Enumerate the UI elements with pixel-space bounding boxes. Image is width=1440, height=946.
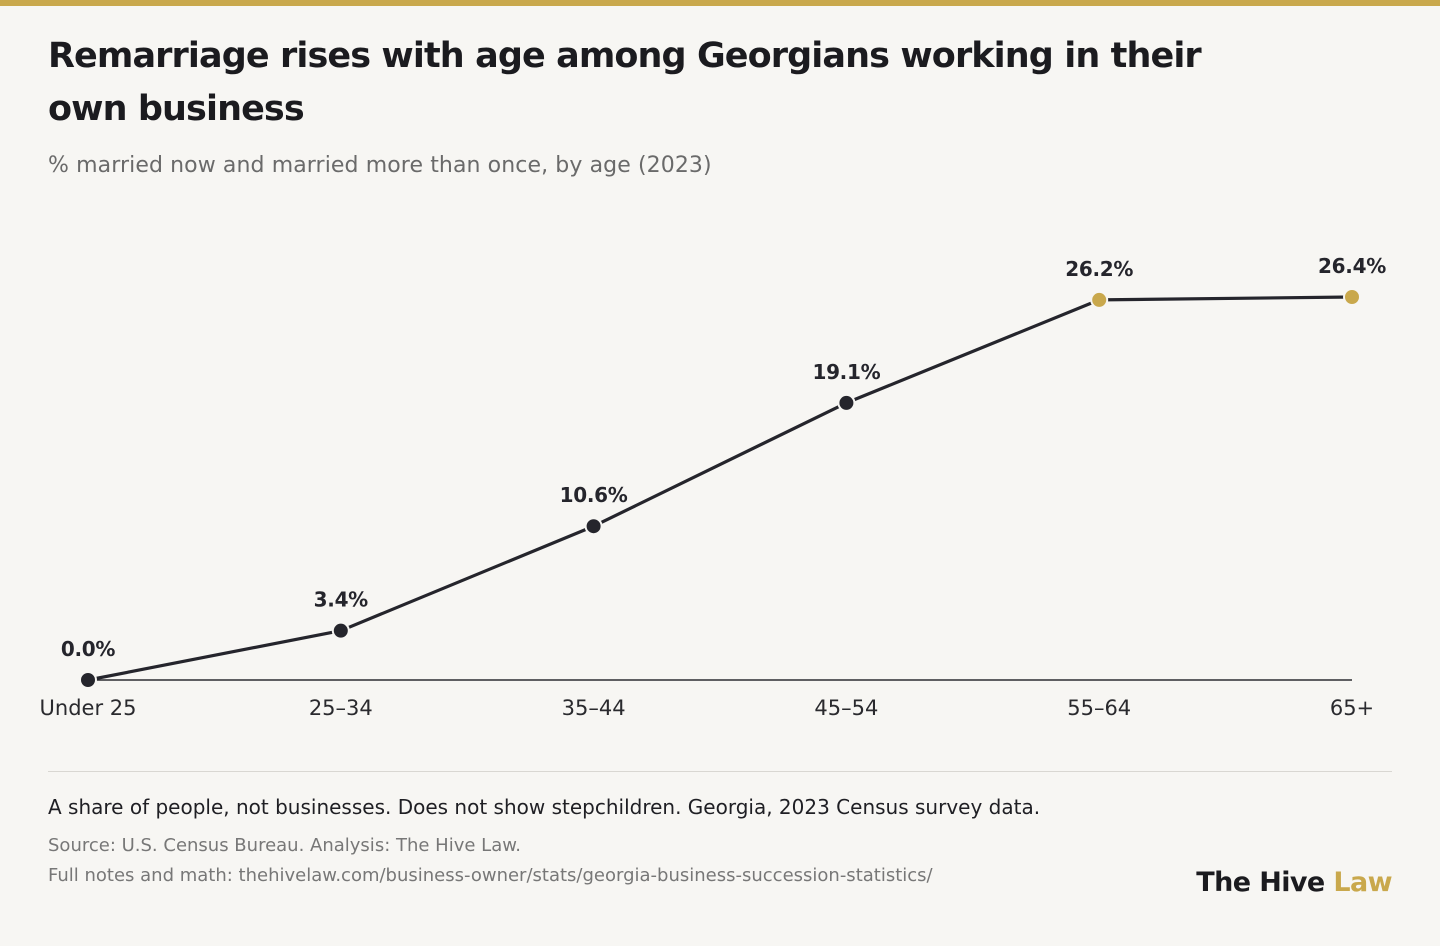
data-label: 26.4% <box>1318 254 1386 278</box>
notes-link[interactable]: Full notes and math: thehivelaw.com/busi… <box>48 865 933 886</box>
x-tick-label: 55–64 <box>1067 696 1131 720</box>
data-label: 3.4% <box>314 588 369 612</box>
data-point <box>1090 290 1109 309</box>
brand-logo: The Hive Law <box>1196 866 1392 900</box>
x-tick-label: Under 25 <box>40 696 137 720</box>
chart-subtitle: % married now and married more than once… <box>48 153 712 178</box>
brand-name: The Hive <box>1196 867 1325 898</box>
data-label: 26.2% <box>1065 257 1133 281</box>
x-tick-label: 35–44 <box>562 696 626 720</box>
data-point <box>837 393 856 412</box>
x-tick-label: 25–34 <box>309 696 373 720</box>
data-point <box>79 671 97 689</box>
data-point <box>1343 288 1361 306</box>
series-line <box>86 295 1354 682</box>
top-accent-rule <box>0 0 1440 6</box>
x-tick-label: 65+ <box>1330 696 1374 720</box>
source-credit: Source: U.S. Census Bureau. Analysis: Th… <box>48 835 522 856</box>
data-label: 0.0% <box>61 637 116 661</box>
data-label: 10.6% <box>560 483 628 507</box>
x-tick-label: 45–54 <box>814 696 878 720</box>
chart-title: Remarriage rises with age among Georgian… <box>48 36 1202 129</box>
data-point <box>331 621 350 640</box>
brand-accent: Law <box>1333 867 1392 898</box>
footnote: A share of people, not businesses. Does … <box>48 795 1041 819</box>
data-label: 19.1% <box>812 360 880 384</box>
footer-divider <box>48 771 1392 772</box>
data-point <box>584 517 603 536</box>
